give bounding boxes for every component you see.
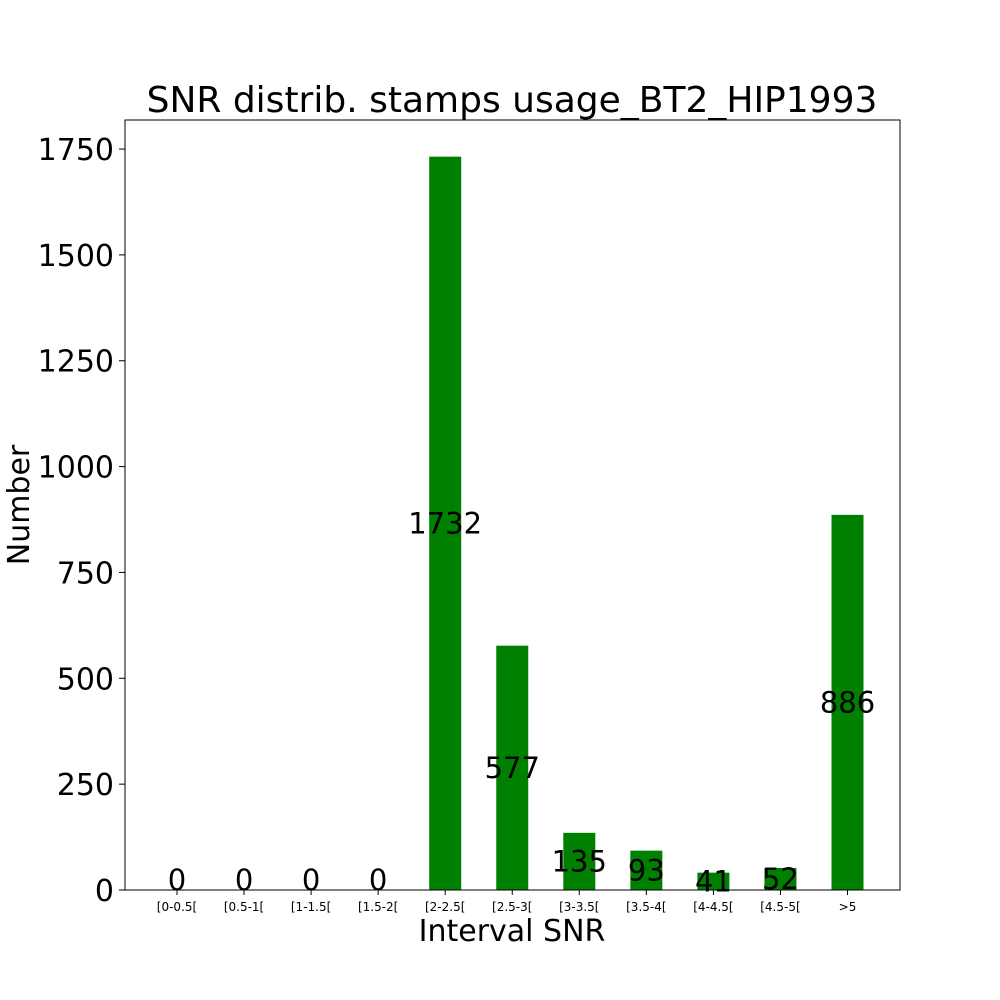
bar-6 xyxy=(563,832,596,890)
data-label-5: 577 xyxy=(485,751,540,785)
data-label-6: 135 xyxy=(552,844,607,878)
x-tick-label-7: [3.5-4[ xyxy=(626,900,666,914)
bar-8 xyxy=(697,872,730,890)
plot-frame xyxy=(124,119,901,891)
data-label-7: 93 xyxy=(628,853,665,887)
y-axis-label: Number xyxy=(2,444,37,565)
bar-7 xyxy=(630,850,663,890)
bar-4 xyxy=(429,156,462,890)
chart-title: SNR distrib. stamps usage_BT2_HIP1993 xyxy=(147,80,878,121)
data-label-1: 0 xyxy=(235,863,253,897)
y-tick-label-6: 1500 xyxy=(38,239,114,274)
data-label-3: 0 xyxy=(369,863,387,897)
x-axis: [0-0.5[ [0.5-1[ [1-1.5[ [1.5-2[ [2-2.5[ [2.5-… xyxy=(157,890,857,914)
data-label-0: 0 xyxy=(168,863,186,897)
x-tick-label-1: [0.5-1[ xyxy=(224,900,264,914)
y-tick-label-0: 0 xyxy=(95,874,114,909)
y-tick-label-2: 500 xyxy=(57,662,114,697)
x-tick-label-9: [4.5-5[ xyxy=(760,900,800,914)
x-tick-label-6: [3-3.5[ xyxy=(559,900,599,914)
bar-9 xyxy=(764,867,797,890)
y-tick-label-7: 1750 xyxy=(38,133,114,168)
x-tick-label-4: [2-2.5[ xyxy=(425,900,465,914)
y-tick-label-5: 1250 xyxy=(38,345,114,380)
x-tick-label-2: [1-1.5[ xyxy=(291,900,331,914)
x-tick-label-3: [1.5-2[ xyxy=(358,900,398,914)
x-tick-label-8: [4-4.5[ xyxy=(693,900,733,914)
x-tick-label-5: [2.5-3[ xyxy=(492,900,532,914)
data-label-2: 0 xyxy=(302,863,320,897)
x-tick-label-10: >5 xyxy=(839,900,857,914)
x-tick-label-0: [0-0.5[ xyxy=(157,900,197,914)
data-label-10: 886 xyxy=(820,685,875,719)
y-tick-label-1: 250 xyxy=(57,768,114,803)
bar-5 xyxy=(496,645,529,890)
bars-group xyxy=(429,156,864,890)
data-label-4: 1732 xyxy=(408,506,482,540)
x-axis-label: Interval SNR xyxy=(419,914,606,949)
y-tick-label-3: 750 xyxy=(57,556,114,591)
bar-10 xyxy=(831,514,864,890)
y-tick-label-4: 1000 xyxy=(38,451,114,486)
y-axis: 0 250 500 750 1000 1250 1500 1750 xyxy=(38,133,125,909)
